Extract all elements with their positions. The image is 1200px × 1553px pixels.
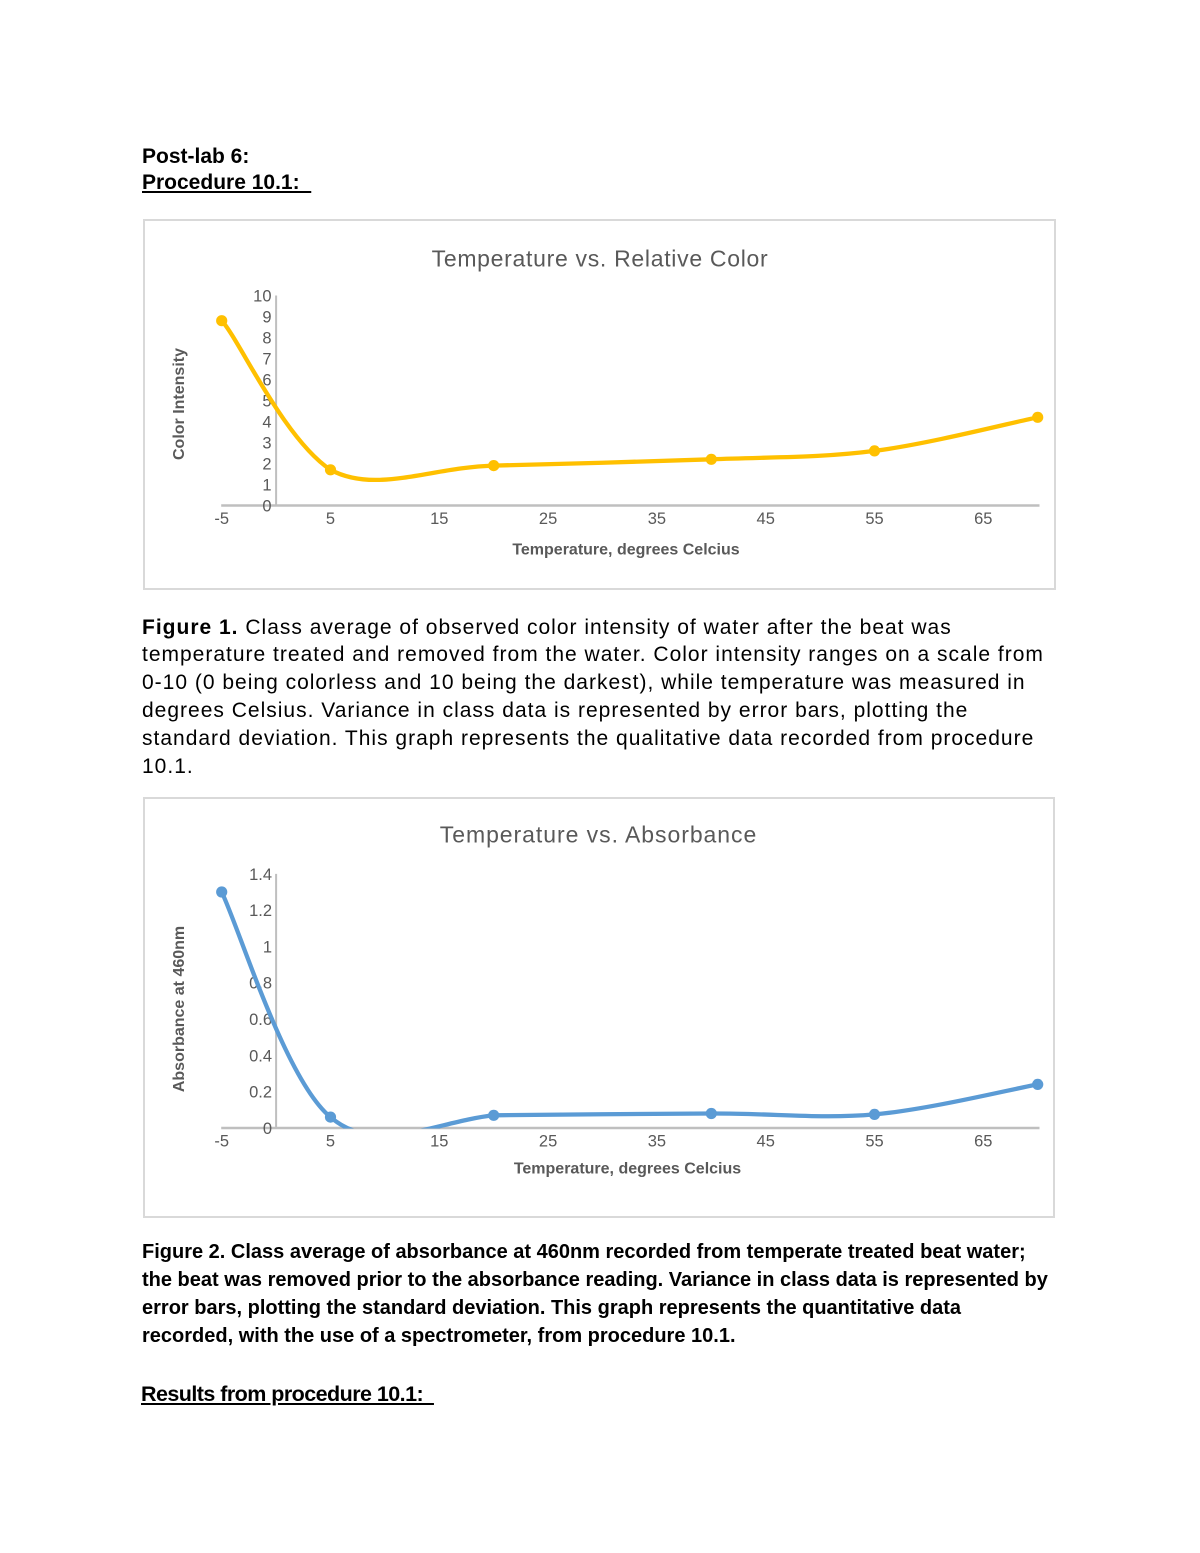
svg-text:0: 0	[262, 497, 271, 515]
svg-text:5: 5	[262, 392, 271, 410]
svg-text:65: 65	[974, 1132, 992, 1150]
svg-text:Color Intensity: Color Intensity	[171, 348, 188, 460]
svg-text:1.4: 1.4	[249, 866, 272, 884]
svg-text:1: 1	[262, 476, 271, 494]
svg-text:-5: -5	[214, 1132, 229, 1150]
svg-text:25: 25	[539, 1132, 557, 1150]
svg-text:25: 25	[539, 510, 557, 528]
svg-text:45: 45	[757, 1132, 775, 1150]
svg-text:6: 6	[262, 371, 271, 389]
svg-text:65: 65	[974, 510, 992, 528]
svg-text:5: 5	[326, 1132, 335, 1150]
svg-text:0.4: 0.4	[249, 1047, 272, 1065]
svg-text:55: 55	[865, 1132, 883, 1150]
svg-text:Temperature vs. Relative Color: Temperature vs. Relative Color	[432, 246, 769, 272]
svg-text:1.2: 1.2	[249, 902, 272, 920]
svg-text:0.2: 0.2	[249, 1084, 272, 1102]
svg-text:55: 55	[865, 510, 883, 528]
svg-text:Temperature vs. Absorbance: Temperature vs. Absorbance	[440, 822, 757, 848]
svg-text:0: 0	[263, 1120, 272, 1138]
svg-text:15: 15	[430, 1132, 448, 1150]
svg-text:1: 1	[263, 938, 272, 956]
svg-text:35: 35	[648, 510, 666, 528]
svg-text:9: 9	[262, 308, 271, 326]
svg-text:45: 45	[757, 510, 775, 528]
svg-text:15: 15	[430, 510, 448, 528]
svg-text:Temperature, degrees Celcius: Temperature, degrees Celcius	[514, 1161, 741, 1178]
svg-text:-5: -5	[214, 510, 229, 528]
svg-text:Temperature, degrees Celcius: Temperature, degrees Celcius	[512, 542, 739, 559]
svg-text:3: 3	[262, 434, 271, 452]
svg-text:7: 7	[262, 350, 271, 368]
svg-text:Absorbance at 460nm: Absorbance at 460nm	[171, 926, 188, 1092]
svg-text:35: 35	[648, 1132, 666, 1150]
svg-text:10: 10	[253, 287, 271, 305]
svg-text:4: 4	[262, 413, 271, 431]
svg-text:8: 8	[262, 329, 271, 347]
svg-text:5: 5	[326, 510, 335, 528]
svg-text:0.6: 0.6	[249, 1011, 272, 1029]
svg-text:2: 2	[262, 455, 271, 473]
